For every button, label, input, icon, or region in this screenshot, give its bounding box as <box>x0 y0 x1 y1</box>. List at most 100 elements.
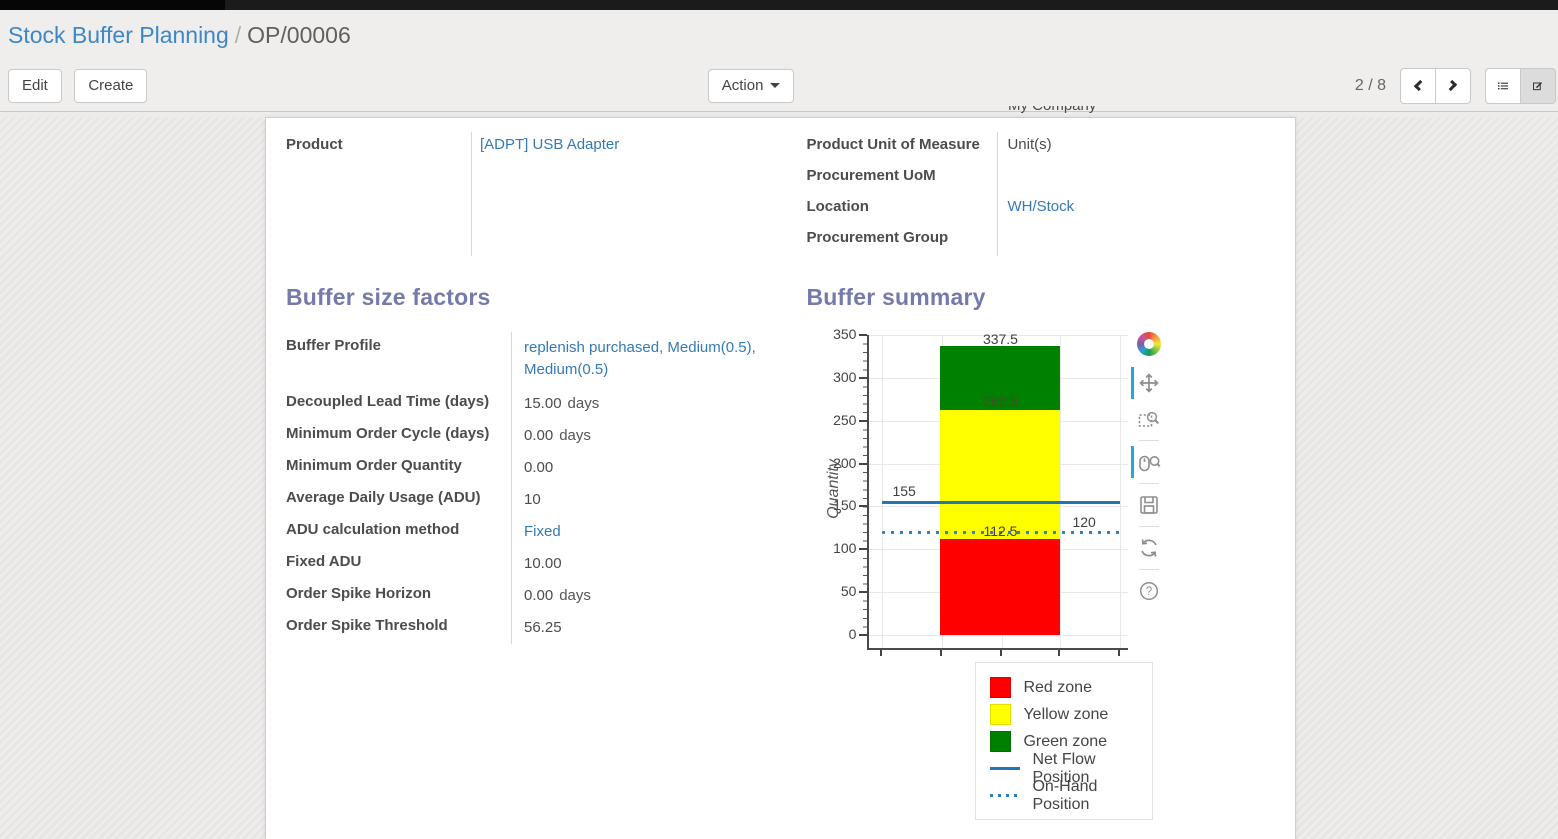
v-gridline <box>1120 335 1122 648</box>
legend-item-yellow-zone: Yellow zone <box>990 701 1140 728</box>
location-field-value: WH/Stock <box>997 194 1074 215</box>
procurement-uom-field-value <box>997 163 1007 167</box>
chevron-left-icon <box>1413 79 1426 92</box>
breadcrumb: Stock Buffer Planning / OP/00006 <box>0 10 1558 62</box>
y-axis-major-tick <box>859 377 868 379</box>
control-row: Edit Create Action 2 / 8 <box>0 62 1558 112</box>
spike-threshold-label: Order Spike Threshold <box>286 617 448 634</box>
field-row-uom: Product Unit of Measure Unit(s) <box>806 132 1275 163</box>
caret-down-icon <box>770 83 781 89</box>
min-order-qty-label: Minimum Order Quantity <box>286 457 462 474</box>
chart-legend: Red zone Yellow zone Green zone Net Flow… <box>975 662 1154 820</box>
red-top-value-label: 112.5 <box>983 523 1018 539</box>
pager-and-switcher: 2 / 8 <box>1355 67 1556 104</box>
red-zone-swatch <box>990 677 1012 698</box>
product-right-table: Product Unit of Measure Unit(s) Procurem… <box>806 132 1275 256</box>
buffer-summary-chart: Quantity 350 300 250 200 150 100 50 0 <box>818 326 1165 662</box>
list-view-button[interactable] <box>1485 67 1521 104</box>
uom-field-label: Product Unit of Measure <box>806 136 980 153</box>
breadcrumb-separator: / <box>234 22 242 48</box>
v-gridline <box>882 335 884 648</box>
buffer-factors-table: Buffer Profile replenish purchased, Medi… <box>286 332 806 644</box>
min-order-cycle-suffix: days <box>559 427 591 444</box>
breadcrumb-parent-link[interactable]: Stock Buffer Planning <box>8 22 229 48</box>
min-order-cycle-label: Minimum Order Cycle (days) <box>286 425 490 442</box>
buffer-summary-title: Buffer summary <box>806 284 986 310</box>
location-link[interactable]: WH/Stock <box>1007 198 1075 215</box>
net-flow-value-label: 155 <box>892 483 916 499</box>
yellow-top-value-label: 262.5 <box>982 393 1018 409</box>
column-divider <box>511 332 512 644</box>
solid-line-swatch <box>990 767 1021 770</box>
buffer-profile-link[interactable]: replenish purchased, Medium(0.5), Medium… <box>524 339 756 378</box>
field-row-buffer-profile: Buffer Profile replenish purchased, Medi… <box>286 332 806 388</box>
y-tick-0: 0 <box>848 626 857 642</box>
x-axis-tick <box>1058 650 1061 656</box>
wheel-zoom-tool-button[interactable] <box>1131 444 1165 480</box>
spike-horizon-value: 0.00 days <box>511 580 769 607</box>
y-axis-major-tick <box>859 634 868 636</box>
adu-value: 10 <box>524 491 541 508</box>
field-row-adu: Average Daily Usage (ADU) 10 <box>286 484 806 516</box>
pan-icon <box>1139 373 1160 393</box>
pager-buttons <box>1400 67 1471 104</box>
pager-previous-button[interactable] <box>1400 67 1436 104</box>
y-axis-major-tick <box>859 463 868 465</box>
reset-tool-button[interactable] <box>1133 530 1165 566</box>
y-axis-major-tick <box>859 591 868 593</box>
dlt-label: Decoupled Lead Time (days) <box>286 393 490 410</box>
legend-label: Red zone <box>1023 678 1092 696</box>
location-field-label: Location <box>806 198 869 215</box>
y-tick-350: 350 <box>833 326 857 342</box>
save-tool-button[interactable] <box>1133 487 1165 523</box>
sections-row: Buffer size factors Buffer Profile reple… <box>286 284 1275 820</box>
h-gridline <box>869 335 1129 336</box>
create-button[interactable]: Create <box>74 68 148 103</box>
breadcrumb-current: OP/00006 <box>247 22 351 48</box>
x-axis-tick <box>880 650 883 656</box>
company-field-partial: My Company <box>1008 106 1128 117</box>
uom-field-value: Unit(s) <box>1007 136 1052 153</box>
product-link[interactable]: [ADPT] USB Adapter <box>480 136 620 153</box>
legend-item-red-zone: Red zone <box>990 674 1140 701</box>
on-hand-position-line <box>882 531 1121 534</box>
buffer-factors-section: Buffer size factors Buffer Profile reple… <box>286 284 806 820</box>
adu-method-link[interactable]: Fixed <box>524 523 561 540</box>
procurement-group-field-label: Procurement Group <box>806 229 949 246</box>
v-gridline <box>1060 335 1062 648</box>
chevron-right-icon <box>1445 79 1458 92</box>
edit-button[interactable]: Edit <box>8 68 62 103</box>
pan-tool-button[interactable] <box>1131 365 1165 401</box>
green-zone-swatch <box>990 731 1012 752</box>
toolbar-separator <box>1139 526 1160 527</box>
help-tool-button[interactable]: ? <box>1133 573 1165 609</box>
box-zoom-tool-button[interactable] <box>1133 401 1165 437</box>
form-sheet: My Company Product [ADPT] USB Adapter Pr… <box>265 106 1296 839</box>
y-axis-major-tick <box>859 334 868 336</box>
field-row-fixed-adu: Fixed ADU 10.00 <box>286 548 806 580</box>
buffer-profile-label: Buffer Profile <box>286 337 382 354</box>
min-order-cycle-number: 0.00 <box>524 427 554 444</box>
x-axis-tick <box>1118 650 1121 656</box>
y-tick-50: 50 <box>840 583 857 599</box>
control-panel: Stock Buffer Planning / OP/00006 Edit Crea… <box>0 10 1558 112</box>
form-content-area: My Company Product [ADPT] USB Adapter Pr… <box>0 106 1558 839</box>
green-zone-bar <box>940 346 1061 410</box>
legend-item-net-flow: Net Flow Position <box>990 751 1140 786</box>
spike-horizon-suffix: days <box>559 587 591 604</box>
bokeh-logo-icon[interactable] <box>1137 332 1162 356</box>
h-gridline <box>869 635 1129 636</box>
form-view-button[interactable] <box>1520 67 1556 104</box>
y-axis-major-tick <box>859 505 868 507</box>
action-button-label: Action <box>721 76 764 94</box>
buffer-factors-title: Buffer size factors <box>286 284 491 310</box>
pager-next-button[interactable] <box>1435 67 1471 104</box>
column-divider <box>997 132 999 256</box>
field-row-dlt: Decoupled Lead Time (days) 15.00 days <box>286 388 806 420</box>
adu-method-label: ADU calculation method <box>286 521 460 538</box>
y-tick-250: 250 <box>833 412 857 428</box>
action-button[interactable]: Action <box>707 68 795 103</box>
field-row-spike-horizon: Order Spike Horizon 0.00 days <box>286 580 806 612</box>
toolbar-separator <box>1139 569 1160 570</box>
plot-area[interactable]: 337.5 262.5 112.5 155 120 <box>867 331 1129 650</box>
